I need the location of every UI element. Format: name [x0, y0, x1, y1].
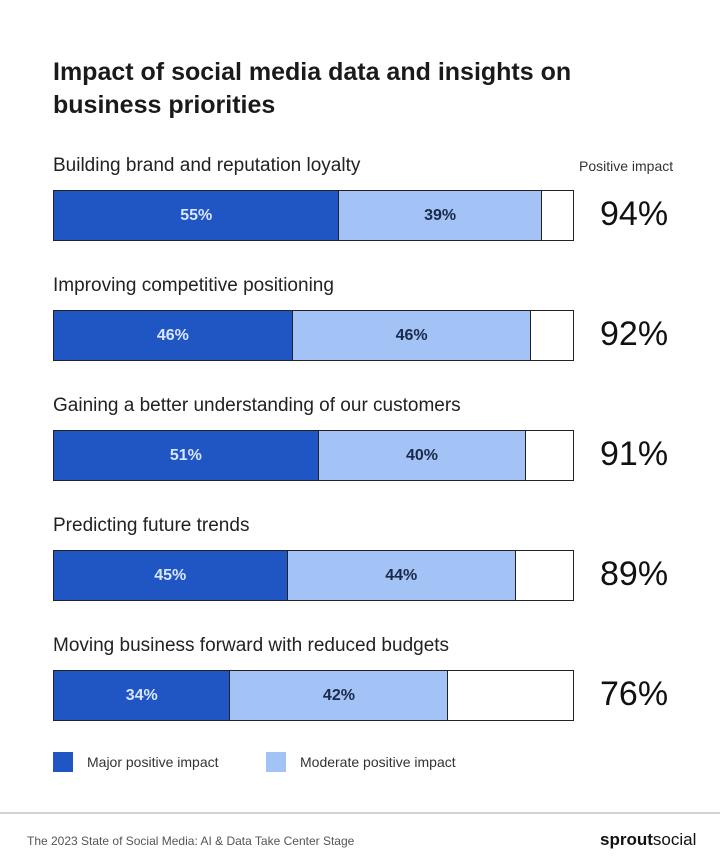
source-text: The 2023 State of Social Media: AI & Dat… [27, 834, 355, 848]
moderate-segment: 39% [339, 191, 542, 240]
total-label: 89% [600, 555, 669, 593]
moderate-segment: 44% [287, 551, 516, 600]
moderate-segment: 42% [230, 671, 449, 720]
footer-divider [0, 812, 720, 814]
legend-item-moderate: Moderate positive impact [266, 752, 456, 772]
category-label: Building brand and reputation loyalty [53, 155, 361, 176]
legend-label-moderate: Moderate positive impact [300, 754, 456, 770]
category-label: Improving competitive positioning [53, 275, 334, 296]
category-label: Predicting future trends [53, 515, 250, 536]
positive-impact-header: Positive impact [579, 158, 674, 174]
total-label: 76% [600, 675, 669, 713]
major-segment: 34% [54, 671, 231, 720]
stacked-bar: 45% 44% [53, 550, 574, 601]
stacked-bar: 34% 42% [53, 670, 574, 721]
chart-title: Impact of social media data and insights… [53, 58, 572, 119]
stacked-bar: 51% 40% [53, 430, 574, 481]
major-segment: 45% [54, 551, 288, 600]
legend-label-major: Major positive impact [87, 754, 219, 770]
major-segment: 55% [54, 191, 340, 240]
sprout-social-logo: sproutsocial [600, 830, 697, 849]
legend-item-major: Major positive impact [53, 752, 219, 772]
category-label: Gaining a better understanding of our cu… [53, 395, 461, 416]
moderate-segment: 40% [318, 431, 527, 480]
stacked-bar: 55% 39% [53, 190, 574, 241]
total-label: 92% [600, 315, 669, 353]
total-label: 94% [600, 195, 669, 233]
total-label: 91% [600, 435, 669, 473]
major-segment: 51% [54, 431, 319, 480]
legend-swatch-moderate [266, 752, 286, 772]
moderate-segment: 46% [292, 311, 532, 360]
legend-swatch-major [53, 752, 73, 772]
major-segment: 46% [54, 311, 293, 360]
category-label: Moving business forward with reduced bud… [53, 635, 450, 656]
stacked-bar: 46% 46% [53, 310, 574, 361]
